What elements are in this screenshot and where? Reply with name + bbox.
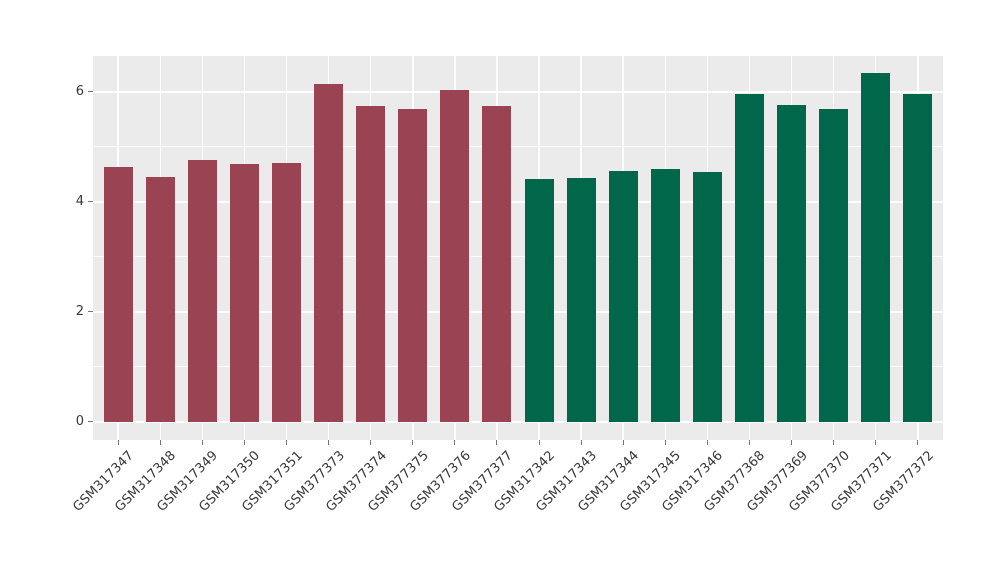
x-tick — [454, 440, 456, 445]
bar-GSM377375 — [398, 109, 428, 422]
x-tick — [875, 440, 877, 445]
h-gridline-minor — [93, 256, 943, 257]
x-tick — [917, 440, 919, 445]
x-tick — [664, 440, 666, 445]
bar-GSM377374 — [356, 106, 386, 422]
y-tick-label: 4 — [75, 193, 84, 209]
x-tick — [243, 440, 245, 445]
x-tick — [791, 440, 792, 445]
h-gridline-major — [93, 310, 943, 313]
x-tick — [117, 440, 119, 445]
y-tick — [88, 421, 93, 422]
y-tick — [88, 91, 93, 92]
bar-GSM317346 — [692, 172, 722, 422]
x-tick — [412, 440, 414, 445]
y-tick-label: 2 — [75, 303, 84, 319]
x-tick — [328, 440, 330, 445]
bar-GSM377376 — [440, 89, 470, 422]
h-gridline-major — [93, 420, 943, 423]
x-tick — [201, 440, 203, 445]
bar-GSM317342 — [524, 178, 554, 422]
bar-GSM317351 — [272, 163, 302, 422]
x-tick — [748, 440, 750, 445]
h-gridline-major — [93, 200, 943, 203]
x-tick — [159, 440, 161, 445]
x-tick — [538, 440, 540, 445]
x-tick — [496, 440, 498, 445]
x-tick — [706, 440, 708, 445]
x-tick — [580, 440, 582, 445]
bar-GSM317349 — [187, 159, 217, 422]
x-tick — [370, 440, 372, 445]
x-tick — [286, 440, 288, 445]
bar-GSM317347 — [103, 167, 133, 422]
y-tick-label: 0 — [75, 413, 84, 429]
plot-panel — [93, 56, 943, 440]
bar-GSM317344 — [608, 170, 638, 422]
x-tick — [833, 440, 835, 445]
bar-GSM377370 — [819, 109, 849, 422]
x-tick — [622, 440, 624, 445]
bar-GSM317343 — [566, 177, 596, 422]
y-tick — [88, 201, 93, 202]
y-tick-label: 6 — [75, 83, 84, 99]
bar-GSM317345 — [650, 169, 680, 422]
bar-GSM377373 — [314, 83, 344, 422]
bar-GSM317348 — [145, 176, 175, 422]
h-gridline-minor — [93, 146, 943, 147]
bar-GSM377371 — [861, 73, 891, 422]
h-gridline-major — [93, 90, 943, 93]
bar-GSM317350 — [229, 164, 259, 422]
h-gridline-minor — [93, 366, 943, 367]
bar-GSM377368 — [734, 94, 764, 422]
bar-GSM377372 — [903, 94, 933, 422]
y-tick — [88, 311, 93, 312]
bar-GSM377377 — [482, 106, 512, 422]
bar-GSM377369 — [777, 104, 806, 422]
